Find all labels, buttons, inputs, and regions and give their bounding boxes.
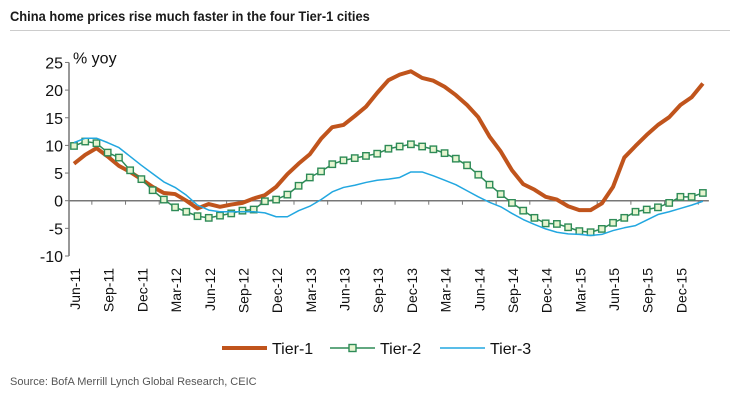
y-axis-label: % yoy [73,50,117,67]
data-point [126,166,135,175]
data-point [193,212,202,221]
y-tick-label: 15 [45,111,63,128]
series-line-tier-3 [73,137,704,237]
x-tick-label: Mar-15 [572,268,588,313]
data-point [485,180,494,189]
x-tick-label: Mar-14 [438,268,454,313]
data-point [216,211,224,220]
data-point [519,206,528,215]
data-point [440,149,449,158]
x-tick-label: Dec-11 [134,268,150,312]
legend-item-tier-3: Tier-3 [440,341,531,358]
data-point [530,213,539,222]
x-tick-label: Sep-13 [370,268,386,313]
data-point [148,186,157,195]
y-tick-label: -5 [49,221,63,238]
data-point [395,142,404,151]
x-tick-label: Sep-15 [640,268,656,313]
data-point [328,160,337,169]
data-point [92,139,101,148]
x-tick-label: Sep-11 [101,268,117,312]
legend-label: Tier-2 [380,341,421,358]
data-point [564,223,573,232]
data-point [70,142,78,150]
data-point [283,190,292,199]
legend-label: Tier-3 [490,341,531,358]
data-point [182,207,191,216]
x-tick-label: Jun-13 [337,268,353,311]
data-point [597,225,606,233]
data-point [407,140,415,149]
y-tick-label: 20 [45,83,63,100]
data-point [362,152,370,160]
data-point [620,213,629,222]
data-point [238,206,247,215]
x-tick-label: Jun-11 [67,268,83,310]
legend-label: Tier-1 [272,341,313,358]
data-point [305,173,314,182]
x-tick-label: Dec-15 [673,268,689,313]
data-point [642,205,651,214]
data-point [204,213,213,222]
data-point [429,145,438,154]
title-divider [10,30,730,31]
data-point [631,207,640,216]
data-point [654,203,662,212]
data-point [541,219,550,228]
x-tick-label: Dec-12 [269,268,285,313]
chart-title: China home prices rise much faster in th… [10,8,370,24]
data-point [373,149,382,158]
data-point [474,170,483,179]
y-tick-label: -10 [40,249,63,266]
data-point [227,209,236,218]
x-tick-label: Jun-15 [606,268,622,311]
data-point [665,199,674,207]
data-point [586,228,595,237]
data-point [350,154,359,163]
data-point [687,192,696,201]
x-tick-label: Dec-14 [539,268,555,313]
y-tick-label: 5 [54,166,63,183]
data-point [451,154,460,163]
data-point [384,144,393,153]
data-point [508,199,516,207]
y-tick-label: 10 [45,138,63,155]
x-tick-label: Mar-12 [168,268,184,313]
data-point [159,195,168,204]
source-note: Source: BofA Merrill Lynch Global Resear… [10,376,257,388]
data-point [463,161,471,170]
legend-item-tier-2: Tier-2 [330,341,421,358]
y-tick-label: 25 [45,55,63,72]
x-tick-label: Jun-14 [471,268,487,311]
series-line-tier-1 [72,69,705,213]
x-tick-label: Sep-14 [505,268,521,313]
x-tick-label: Mar-13 [303,268,319,313]
data-point [272,195,281,204]
data-point [103,148,112,157]
data-point [317,167,325,176]
data-point [676,192,685,201]
data-point [115,153,123,162]
data-point [575,227,584,236]
data-point [418,142,427,151]
legend-item-tier-1: Tier-1 [222,341,313,358]
series-line-tier-2 [73,140,704,233]
data-point [294,181,303,190]
data-point [261,197,269,206]
y-tick-label: 0 [54,194,63,211]
x-tick-label: Dec-13 [404,268,420,313]
data-point [609,218,617,227]
data-point [137,175,146,184]
data-point [698,189,707,197]
data-point [339,156,348,165]
legend-marker [348,343,357,353]
data-point [496,190,505,198]
x-tick-label: Sep-12 [235,268,251,313]
x-tick-label: Jun-12 [202,268,218,311]
data-point [552,220,561,228]
data-point [171,203,179,212]
data-point [249,205,258,214]
